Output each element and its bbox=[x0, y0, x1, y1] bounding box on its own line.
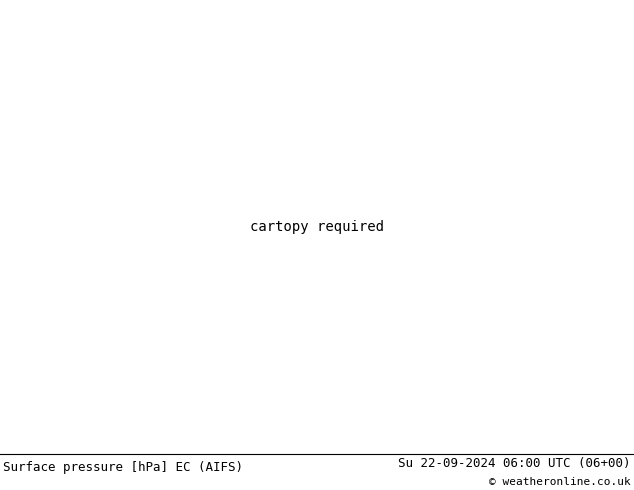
Text: Surface pressure [hPa] EC (AIFS): Surface pressure [hPa] EC (AIFS) bbox=[3, 461, 243, 474]
Text: cartopy required: cartopy required bbox=[250, 220, 384, 234]
Text: © weatheronline.co.uk: © weatheronline.co.uk bbox=[489, 477, 631, 487]
Text: Su 22-09-2024 06:00 UTC (06+00): Su 22-09-2024 06:00 UTC (06+00) bbox=[398, 457, 631, 470]
